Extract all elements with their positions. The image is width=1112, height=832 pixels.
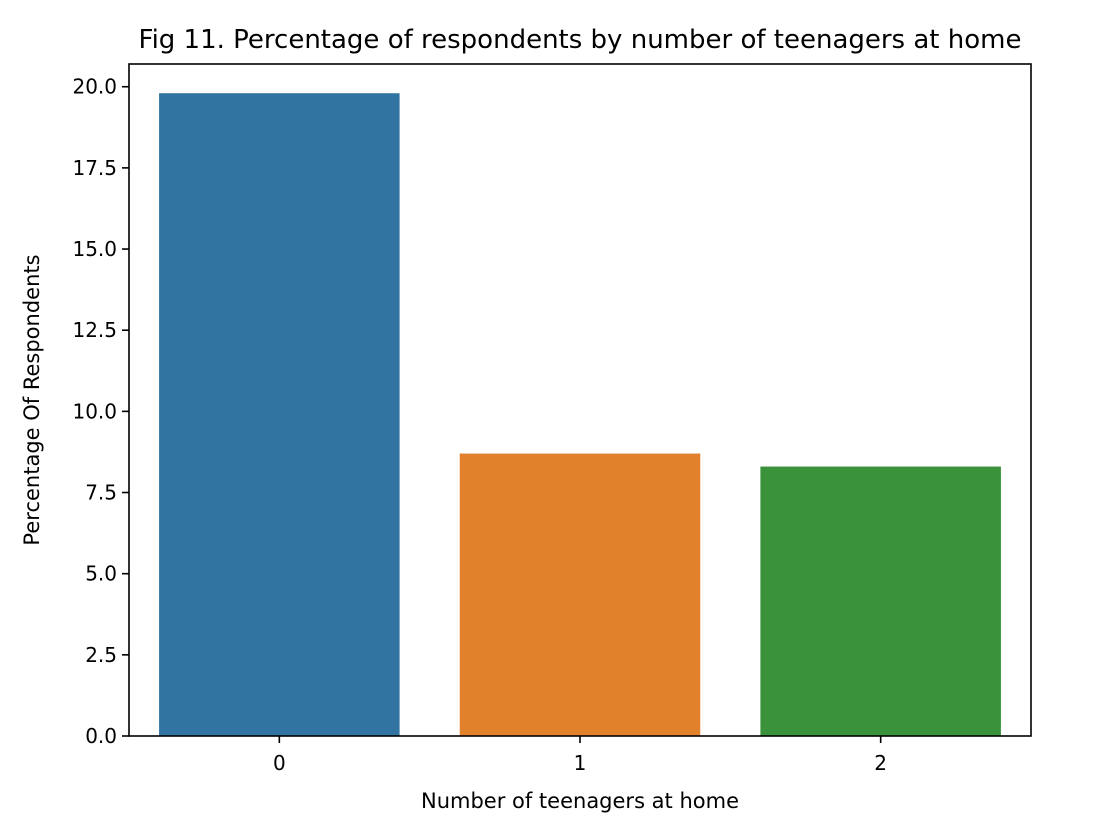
y-tick-label: 0.0 <box>85 724 117 748</box>
x-axis-label: Number of teenagers at home <box>421 789 739 813</box>
bars <box>159 93 1001 736</box>
y-tick-label: 12.5 <box>72 318 117 342</box>
chart-title: Fig 11. Percentage of respondents by num… <box>139 25 1022 55</box>
y-tick-label: 7.5 <box>85 481 117 505</box>
y-tick-label: 10.0 <box>72 399 117 423</box>
x-axis-ticks: 0 1 2 <box>273 736 887 775</box>
y-tick-label: 15.0 <box>72 237 117 261</box>
bar-1 <box>459 453 701 736</box>
y-tick-label: 20.0 <box>72 75 117 99</box>
y-tick-label: 17.5 <box>72 156 117 180</box>
x-tick-label: 2 <box>874 751 887 775</box>
bar-0 <box>159 93 400 736</box>
axes-frame <box>128 63 1032 737</box>
y-tick-label: 2.5 <box>85 643 117 667</box>
y-axis-label: Percentage Of Respondents <box>20 254 44 545</box>
x-tick-label: 1 <box>574 751 587 775</box>
x-tick-label: 0 <box>273 751 286 775</box>
y-axis-ticks: 0.0 2.5 5.0 7.5 10.0 12.5 15.0 17.5 20.0 <box>72 75 129 748</box>
bar-2 <box>760 466 1001 736</box>
y-tick-label: 5.0 <box>85 562 117 586</box>
